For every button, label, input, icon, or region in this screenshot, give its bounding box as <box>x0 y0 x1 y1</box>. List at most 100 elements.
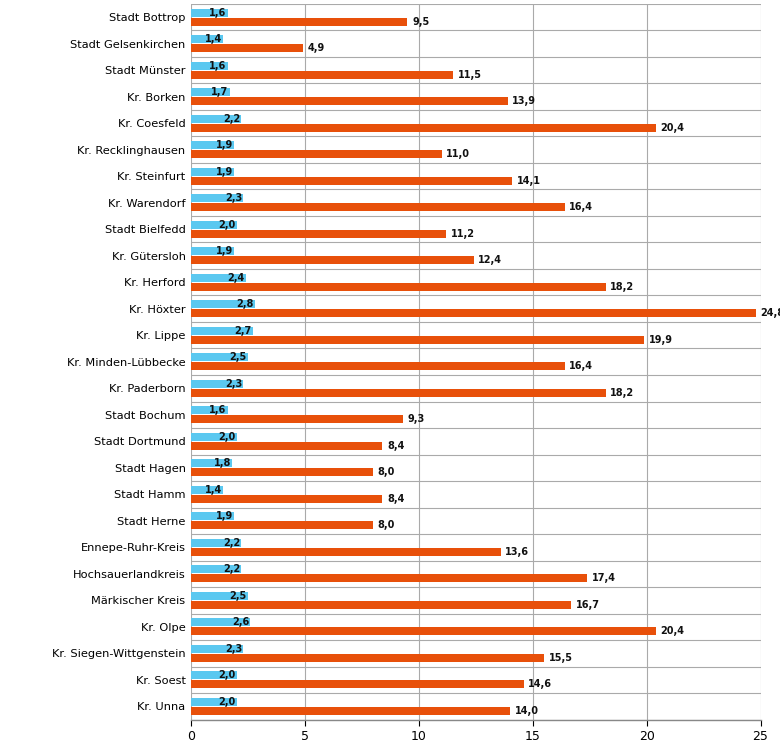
Text: 16,4: 16,4 <box>569 361 593 371</box>
Bar <box>191 247 234 256</box>
Text: 1,6: 1,6 <box>209 60 226 70</box>
Bar <box>191 70 453 79</box>
Bar <box>191 389 605 397</box>
Text: 2,2: 2,2 <box>223 538 240 548</box>
Text: 1,6: 1,6 <box>209 8 226 17</box>
Text: 13,9: 13,9 <box>512 96 536 106</box>
Bar <box>191 221 236 228</box>
Bar <box>191 327 253 335</box>
Bar <box>191 309 756 318</box>
Bar <box>191 627 656 635</box>
Text: 8,4: 8,4 <box>387 494 404 503</box>
Bar <box>191 680 523 689</box>
Bar <box>191 88 230 96</box>
Text: 1,4: 1,4 <box>204 485 222 495</box>
Text: 12,4: 12,4 <box>478 256 502 265</box>
Text: 1,9: 1,9 <box>216 246 233 256</box>
Text: 20,4: 20,4 <box>661 122 684 132</box>
Bar <box>191 548 501 556</box>
Bar <box>191 618 250 627</box>
Text: 9,3: 9,3 <box>407 414 425 424</box>
Bar <box>191 468 374 476</box>
Text: 2,2: 2,2 <box>223 113 240 123</box>
Text: 2,6: 2,6 <box>232 618 249 627</box>
Bar <box>191 522 374 529</box>
Text: 19,9: 19,9 <box>649 335 673 345</box>
Bar <box>191 230 446 237</box>
Bar <box>191 61 228 70</box>
Bar <box>191 17 407 26</box>
Text: 2,0: 2,0 <box>218 697 236 707</box>
Bar <box>191 336 644 344</box>
Text: 2,5: 2,5 <box>229 591 247 601</box>
Bar <box>191 124 656 132</box>
Text: 24,8: 24,8 <box>760 308 780 318</box>
Bar <box>191 495 382 503</box>
Bar <box>191 442 382 450</box>
Text: 11,2: 11,2 <box>451 228 475 239</box>
Text: 16,7: 16,7 <box>576 600 600 610</box>
Bar <box>191 115 241 122</box>
Text: 20,4: 20,4 <box>661 627 684 637</box>
Bar <box>191 150 441 158</box>
Bar <box>191 565 241 573</box>
Bar <box>191 8 228 17</box>
Bar <box>191 698 236 706</box>
Bar <box>191 168 234 175</box>
Text: 18,2: 18,2 <box>610 388 634 398</box>
Bar <box>191 194 243 202</box>
Text: 4,9: 4,9 <box>307 43 324 53</box>
Bar <box>191 44 303 52</box>
Bar <box>191 362 565 370</box>
Bar <box>191 513 234 520</box>
Bar <box>191 283 605 291</box>
Text: 1,7: 1,7 <box>211 87 229 97</box>
Text: 16,4: 16,4 <box>569 202 593 212</box>
Text: 2,3: 2,3 <box>225 193 243 203</box>
Text: 1,9: 1,9 <box>216 511 233 522</box>
Text: 8,0: 8,0 <box>378 520 395 531</box>
Text: 18,2: 18,2 <box>610 282 634 292</box>
Bar <box>191 486 223 494</box>
Text: 8,4: 8,4 <box>387 441 404 451</box>
Text: 2,3: 2,3 <box>225 644 243 654</box>
Text: 11,5: 11,5 <box>458 70 481 79</box>
Text: 2,7: 2,7 <box>234 326 251 336</box>
Bar <box>191 707 510 715</box>
Bar <box>191 256 473 264</box>
Text: 8,0: 8,0 <box>378 467 395 477</box>
Bar <box>191 97 508 105</box>
Bar <box>191 203 565 211</box>
Bar <box>191 141 234 149</box>
Text: 2,0: 2,0 <box>218 671 236 680</box>
Bar <box>191 35 223 43</box>
Text: 17,4: 17,4 <box>592 573 616 584</box>
Text: 1,9: 1,9 <box>216 140 233 150</box>
Bar <box>191 592 248 600</box>
Bar <box>191 671 236 680</box>
Bar <box>191 645 243 653</box>
Bar <box>191 432 236 441</box>
Bar <box>191 300 255 308</box>
Bar <box>191 539 241 547</box>
Text: 14,1: 14,1 <box>517 175 541 186</box>
Bar <box>191 274 246 282</box>
Text: 1,6: 1,6 <box>209 405 226 415</box>
Text: 14,0: 14,0 <box>515 706 538 716</box>
Bar <box>191 654 544 662</box>
Text: 14,6: 14,6 <box>528 680 552 689</box>
Text: 1,8: 1,8 <box>214 458 231 468</box>
Bar <box>191 353 248 361</box>
Bar <box>191 415 403 423</box>
Text: 11,0: 11,0 <box>446 149 470 159</box>
Text: 2,3: 2,3 <box>225 379 243 389</box>
Bar <box>191 177 512 184</box>
Text: 2,4: 2,4 <box>228 273 245 283</box>
Text: 1,9: 1,9 <box>216 166 233 177</box>
Text: 2,0: 2,0 <box>218 432 236 442</box>
Text: 2,2: 2,2 <box>223 565 240 575</box>
Bar <box>191 380 243 388</box>
Text: 9,5: 9,5 <box>412 17 429 26</box>
Bar <box>191 575 587 582</box>
Text: 2,0: 2,0 <box>218 220 236 230</box>
